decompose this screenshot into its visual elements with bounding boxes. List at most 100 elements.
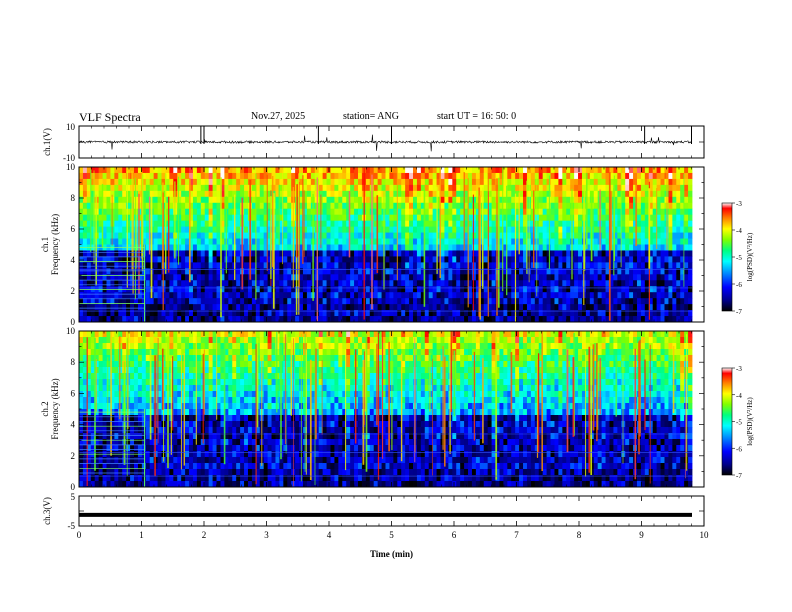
ch2-cell: [118, 445, 123, 452]
ch1-cell: [546, 202, 551, 210]
ch2-cell: [177, 367, 182, 374]
ch1-cell: [452, 310, 457, 317]
ch2-cell: [192, 379, 198, 386]
ch1-cell: [204, 280, 210, 287]
ch1-cell: [200, 232, 206, 239]
ch1-cell: [141, 214, 147, 222]
ch1-cell: [660, 238, 665, 245]
ch1-cell: [664, 167, 669, 174]
ch1-cell: [503, 268, 508, 275]
ch1-cell: [483, 262, 489, 269]
ch1-cell: [526, 292, 532, 299]
ch1-cell: [413, 256, 418, 263]
ch1-cell: [393, 298, 398, 305]
ch2-cell: [141, 349, 147, 356]
ch1-cell: [110, 178, 115, 186]
ch1-cell: [680, 244, 685, 251]
ch1-cell: [672, 178, 677, 186]
ch1-cell: [672, 202, 677, 210]
ch1-cell: [629, 167, 634, 174]
ch1-cell: [550, 226, 555, 233]
ch2-cell: [90, 445, 96, 452]
ch1-cell: [291, 178, 296, 186]
ch1-cell: [275, 226, 280, 233]
ch1-cell: [79, 250, 84, 257]
ch2-cell: [181, 427, 186, 434]
ch2-cell: [90, 469, 96, 476]
ch1-cell: [574, 286, 579, 293]
ch1-cell: [165, 250, 170, 257]
ch1-cell: [538, 256, 544, 263]
ch1-cell: [413, 196, 418, 204]
ch1-cell: [519, 167, 524, 174]
ch1-cell: [86, 226, 92, 233]
ch2-cell: [134, 361, 139, 368]
ch1-cell: [251, 226, 257, 233]
ch1-cell: [656, 196, 661, 204]
ch1-cell: [279, 202, 284, 210]
ch1-cell: [302, 310, 308, 317]
ch1-cell: [338, 214, 343, 222]
ch1-cell: [86, 280, 92, 287]
ch2-cell: [189, 457, 194, 464]
ch2-cell: [79, 331, 84, 338]
ch1-cell: [216, 220, 221, 228]
ch1-cell: [342, 220, 347, 228]
ch1-cell: [267, 304, 272, 311]
ch2-cell: [189, 481, 194, 488]
ch1-cell: [365, 178, 371, 186]
ch1-cell: [511, 262, 516, 269]
ch1-cell: [208, 196, 213, 204]
ch1-cell: [617, 286, 622, 293]
ch1-cell: [275, 298, 280, 305]
ch1-cell: [617, 202, 622, 210]
ch1-cell: [436, 196, 441, 204]
ch1-cell: [420, 280, 426, 287]
ch1-cell: [330, 226, 335, 233]
ch2-cell: [90, 463, 96, 470]
ch1-cell: [640, 310, 646, 317]
ch1-cell: [126, 196, 131, 204]
ch2-cell: [82, 475, 88, 482]
ch1-cell: [306, 184, 312, 192]
ch1-cell: [546, 208, 551, 216]
ch2-cell: [86, 367, 92, 374]
ch1-cell: [220, 286, 225, 293]
ch1-cell: [640, 304, 646, 311]
ch1-cell: [153, 280, 158, 287]
ch1-cell: [534, 304, 540, 311]
ch1-cell: [354, 214, 359, 222]
ch1-cell: [204, 172, 210, 180]
ch1-cell: [601, 274, 606, 281]
ch1-cell: [436, 256, 441, 263]
ch1-cell: [126, 208, 131, 216]
ch1-cell: [636, 238, 642, 245]
ch1-cell: [283, 298, 288, 305]
ch1-cell: [122, 190, 127, 198]
ch2-cell: [145, 343, 151, 350]
ch1-cell: [672, 262, 677, 269]
ch1-cell: [165, 238, 170, 245]
ch1-cell: [110, 310, 115, 317]
ch1-cell: [550, 184, 555, 192]
ch2-cell: [189, 367, 194, 374]
ch1-cell: [306, 286, 312, 293]
ch1-cell: [585, 226, 591, 233]
ch1-cell: [456, 274, 461, 281]
ch1-cell: [589, 172, 595, 180]
ch1-cell: [330, 214, 335, 222]
ch1-cell: [546, 256, 551, 263]
ch1-cell: [141, 262, 147, 269]
ch1-cell: [228, 238, 233, 245]
ch1-cell: [436, 232, 441, 239]
ch1-cell: [102, 226, 107, 233]
ch2-cell: [149, 433, 155, 440]
ch1-cell: [424, 190, 430, 198]
ch1-cell: [409, 167, 414, 174]
ch1-cell: [416, 167, 422, 174]
ch1-cell: [471, 280, 477, 287]
ch1-cell: [652, 196, 658, 204]
ch1-cell: [287, 316, 292, 323]
ch2-cell: [181, 409, 186, 416]
ch1-cell: [126, 316, 131, 323]
